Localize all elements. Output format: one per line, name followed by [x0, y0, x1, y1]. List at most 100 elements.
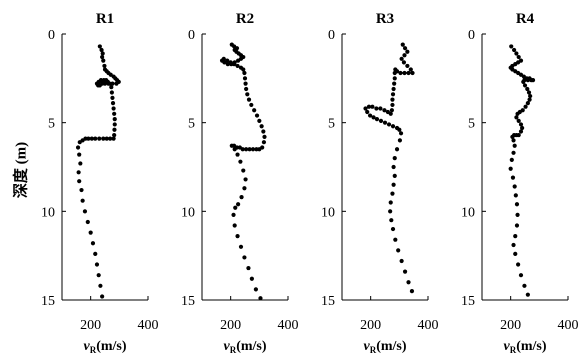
data-point: [229, 143, 234, 148]
data-point: [232, 62, 237, 67]
data-point: [242, 76, 248, 81]
data-point: [392, 81, 397, 86]
panel-r4: R4 0 5 10 15 200 400 vR(m/s): [461, 11, 579, 355]
data-point: [392, 173, 397, 178]
data-point: [509, 157, 514, 163]
x-axis-label-unit: (m/s): [516, 339, 547, 354]
data-point: [262, 134, 267, 139]
data-point: [370, 104, 375, 109]
data-point: [527, 97, 532, 102]
data-point: [509, 44, 514, 49]
data-point: [261, 140, 267, 145]
panel-r2: R2 0 5 10 15 200 400 vR(m/s): [181, 11, 299, 355]
data-point: [112, 111, 117, 116]
data-point: [390, 102, 395, 108]
data-point: [244, 147, 249, 152]
data-point: [93, 251, 98, 256]
x-axis-label-unit: (m/s): [96, 339, 127, 354]
data-point: [392, 70, 397, 76]
x-tick-label: 200: [360, 318, 381, 333]
data-point: [112, 117, 117, 122]
data-point: [513, 251, 518, 256]
data-point: [521, 79, 526, 84]
data-point: [393, 67, 398, 72]
data-point: [525, 86, 530, 92]
data-point: [516, 54, 521, 60]
x-axis-label-var: v: [223, 339, 230, 354]
data-point: [508, 166, 513, 171]
x-axis-label-var: v: [363, 339, 370, 354]
data-point: [253, 287, 258, 292]
y-tick-label: 0: [48, 28, 55, 43]
data-point: [89, 136, 94, 141]
data-point: [523, 104, 528, 109]
data-point: [241, 168, 246, 173]
data-point: [409, 289, 415, 294]
data-point: [79, 187, 84, 193]
data-point: [365, 109, 370, 115]
x-axis-label-var: v: [83, 339, 90, 354]
data-point: [378, 118, 384, 123]
data-point: [242, 255, 247, 260]
y-tick-label: 0: [328, 28, 335, 43]
x-axis-label-sub: R: [230, 345, 237, 355]
x-axis-label: vR(m/s): [363, 339, 406, 355]
x-tick-label: 200: [80, 318, 101, 333]
data-point: [231, 212, 236, 217]
panel-title: R4: [516, 11, 535, 27]
data-point: [111, 106, 116, 111]
data-point: [85, 219, 90, 225]
data-point: [97, 44, 102, 49]
data-point: [78, 161, 83, 166]
data-point: [254, 147, 259, 152]
data-point: [522, 83, 528, 88]
data-point: [102, 63, 107, 69]
data-point: [101, 136, 106, 141]
data-point: [511, 138, 516, 143]
data-point: [243, 177, 248, 182]
y-tick-label: 15: [181, 294, 195, 309]
data-point: [391, 164, 396, 170]
data-point: [100, 54, 105, 60]
data-point: [518, 273, 524, 278]
data-point: [391, 182, 396, 187]
panel-title: R2: [236, 11, 254, 27]
data-point: [96, 273, 101, 278]
data-point: [514, 223, 520, 228]
data-point: [367, 113, 373, 118]
data-point: [99, 47, 104, 53]
data-point: [525, 101, 530, 106]
x-axis-label: vR(m/s): [83, 339, 126, 355]
data-point: [232, 223, 237, 228]
data-point: [232, 147, 237, 152]
data-point: [529, 78, 534, 83]
data-point: [107, 81, 112, 86]
data-point: [249, 276, 254, 281]
data-point: [98, 283, 103, 288]
data-point: [245, 92, 250, 97]
data-point: [406, 70, 411, 76]
data-point: [109, 90, 114, 95]
data-point: [512, 143, 517, 148]
data-point: [258, 296, 263, 301]
data-point: [528, 93, 533, 99]
data-point: [402, 269, 408, 274]
data-point: [402, 53, 407, 58]
data-point: [389, 218, 394, 223]
data-point: [512, 184, 517, 189]
y-axis-label-text: 深度 (m): [11, 142, 29, 198]
x-axis-label-unit: (m/s): [376, 339, 407, 354]
data-point: [410, 70, 415, 76]
data-point: [385, 109, 390, 115]
data-point: [80, 198, 85, 203]
y-tick-label: 15: [321, 294, 335, 309]
y-tick-label: 15: [461, 294, 475, 309]
data-point: [235, 234, 240, 239]
data-point: [518, 129, 524, 134]
data-point: [247, 147, 252, 152]
data-point: [405, 63, 410, 69]
data-point: [520, 125, 525, 131]
data-point: [397, 127, 402, 132]
data-point: [77, 152, 82, 157]
y-tick-label: 5: [188, 117, 195, 132]
